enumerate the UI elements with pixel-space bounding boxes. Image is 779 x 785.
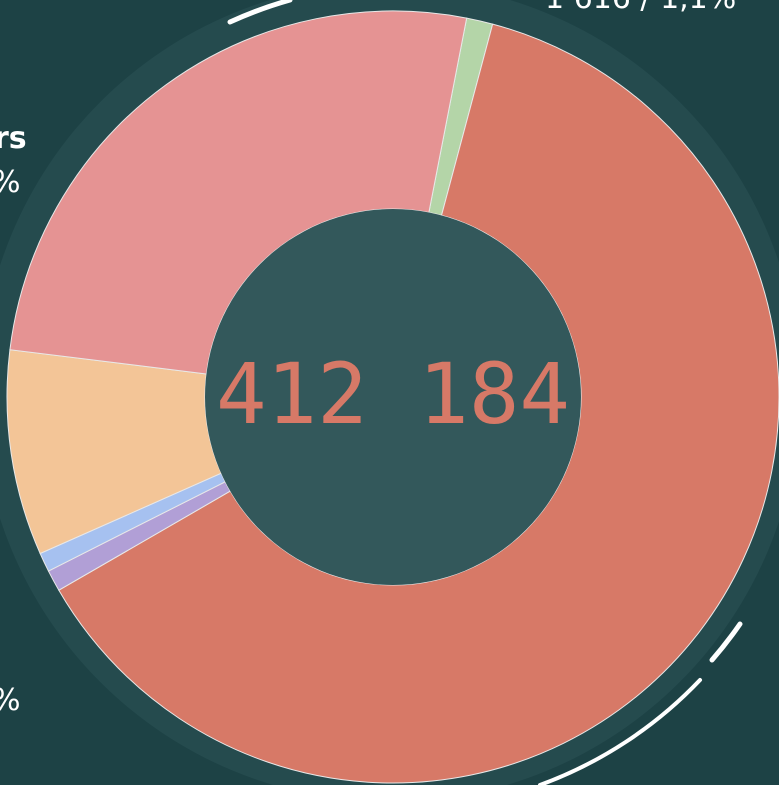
legend-fragment: % bbox=[0, 165, 21, 200]
chart: 412 184 1 616 / 1,1% rs % % bbox=[0, 0, 779, 785]
legend-fragment: rs bbox=[0, 121, 27, 156]
slice-label: 1 616 / 1,1% bbox=[545, 0, 736, 16]
legend-fragment: % bbox=[0, 683, 21, 718]
total: 412 184 bbox=[216, 345, 570, 443]
